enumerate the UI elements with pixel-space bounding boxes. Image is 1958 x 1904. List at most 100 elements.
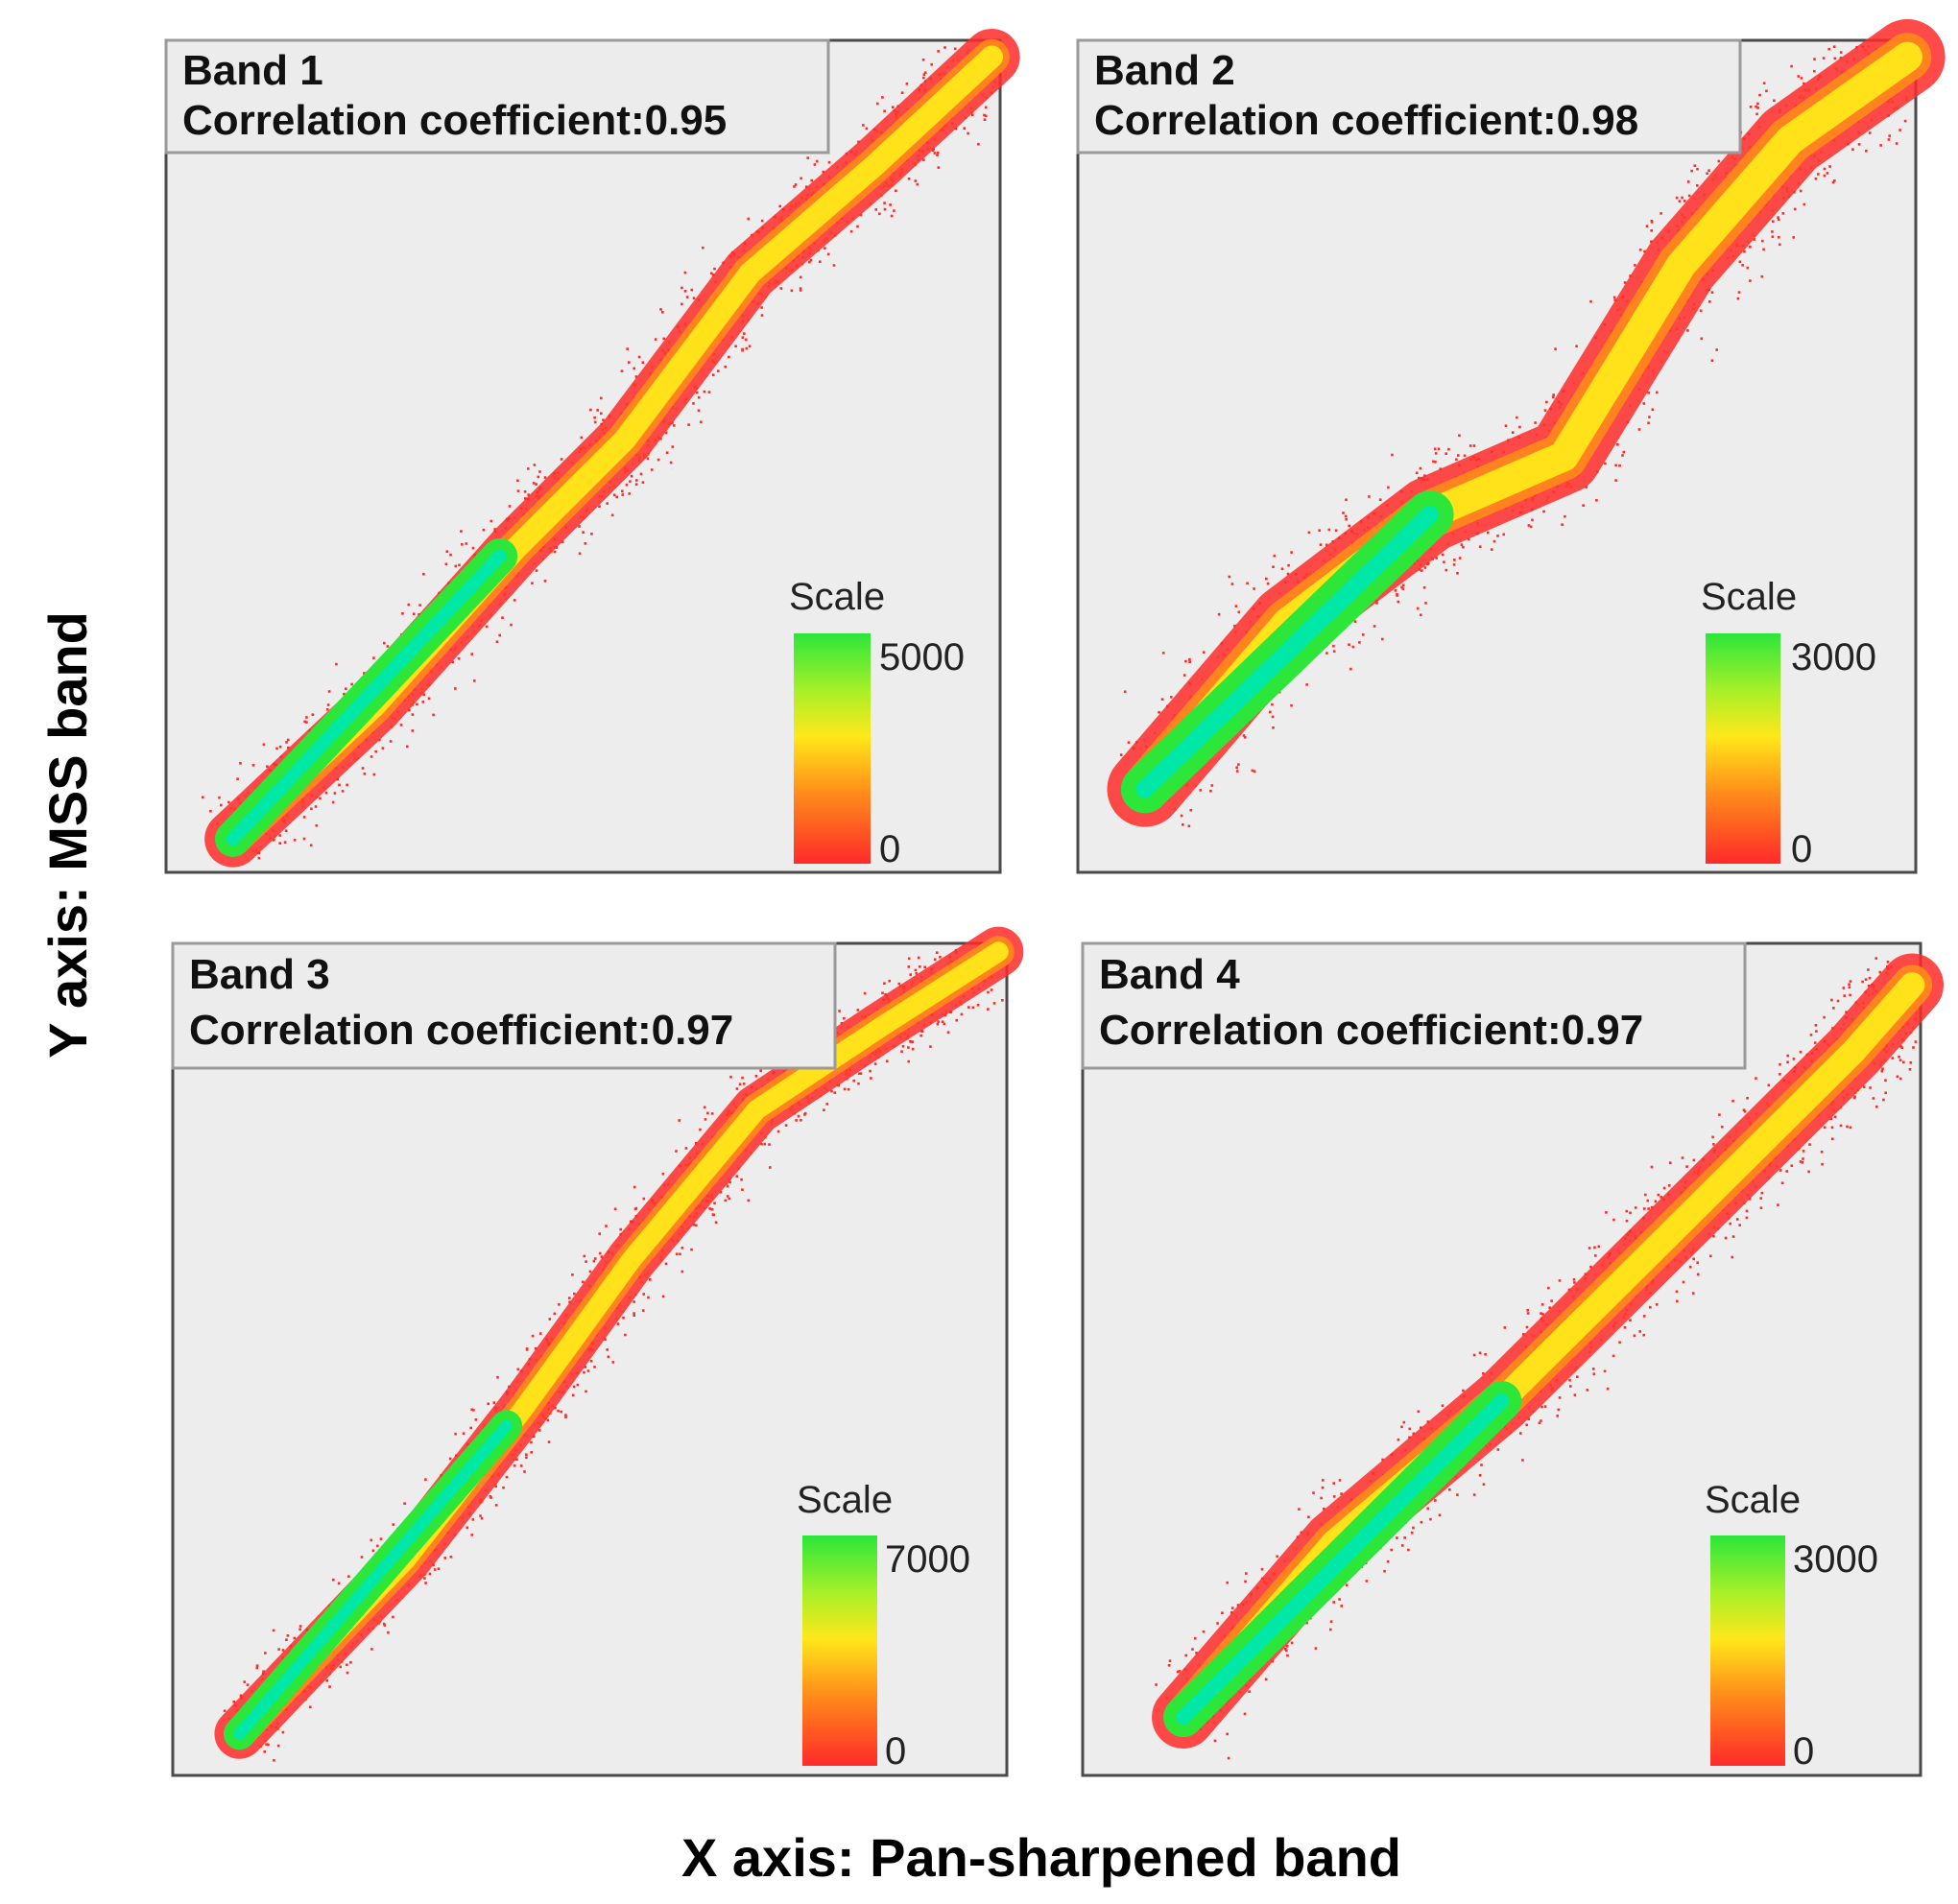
- density-point: [1778, 235, 1780, 239]
- density-point: [585, 1260, 587, 1263]
- density-point: [508, 505, 512, 508]
- panel-title: Band 1: [182, 47, 323, 94]
- density-point: [263, 1750, 266, 1753]
- density-point: [1396, 1536, 1398, 1539]
- density-point: [1285, 1649, 1288, 1653]
- density-point: [589, 1360, 593, 1363]
- density-point: [1842, 987, 1846, 989]
- density-point: [833, 1091, 836, 1094]
- density-point: [305, 721, 308, 724]
- density-point: [1323, 1507, 1325, 1511]
- density-point: [954, 127, 958, 131]
- density-point: [1573, 1393, 1577, 1396]
- density-point: [629, 480, 632, 483]
- density-point: [1340, 1605, 1343, 1607]
- density-point: [525, 1456, 528, 1460]
- density-point: [629, 1220, 633, 1224]
- density-point: [1373, 625, 1376, 628]
- density-point: [1638, 249, 1642, 251]
- density-point: [218, 796, 221, 799]
- density-point: [664, 1262, 668, 1266]
- density-point: [465, 542, 468, 545]
- density-point: [525, 1348, 529, 1351]
- density-point: [418, 604, 421, 607]
- density-point: [891, 106, 895, 108]
- density-point: [1564, 514, 1566, 518]
- density-point: [487, 1402, 490, 1406]
- density-point: [433, 1568, 437, 1571]
- density-point: [661, 1172, 665, 1176]
- density-point: [1448, 1488, 1451, 1491]
- density-point: [202, 796, 204, 799]
- density-point: [1793, 207, 1797, 211]
- density-point: [1432, 460, 1435, 464]
- density-point: [935, 951, 939, 954]
- density-point: [914, 968, 918, 972]
- density-point: [310, 807, 313, 811]
- density-point: [454, 1432, 457, 1436]
- density-point: [832, 264, 836, 267]
- density-point: [449, 1556, 453, 1559]
- density-point: [734, 345, 737, 347]
- density-point: [403, 1502, 406, 1505]
- density-point: [1401, 1544, 1404, 1547]
- density-point: [1401, 583, 1405, 587]
- density-point: [1394, 589, 1397, 592]
- density-point: [309, 844, 313, 847]
- density-point: [1648, 416, 1651, 418]
- density-point: [1484, 1353, 1487, 1356]
- density-point: [1827, 47, 1830, 51]
- density-point: [598, 1232, 601, 1235]
- density-point: [1756, 102, 1759, 106]
- scale-max-label: 7000: [885, 1538, 970, 1581]
- density-point: [1329, 1628, 1332, 1631]
- density-point: [1849, 1126, 1852, 1130]
- density-point: [659, 308, 662, 311]
- density-point: [1280, 567, 1284, 571]
- density-point: [1210, 784, 1214, 787]
- density-point: [285, 1638, 288, 1641]
- density-point: [1833, 1115, 1837, 1119]
- density-point: [1119, 753, 1123, 756]
- density-point: [1823, 174, 1827, 178]
- density-point: [976, 1004, 980, 1007]
- density-point: [883, 202, 886, 204]
- density-point: [1437, 447, 1441, 451]
- density-point: [1221, 1611, 1224, 1614]
- density-point: [1777, 216, 1779, 219]
- density-point: [1545, 400, 1548, 404]
- density-layer: [1107, 19, 1946, 828]
- density-point: [897, 982, 901, 986]
- density-point: [937, 166, 941, 169]
- density-point: [445, 550, 449, 553]
- density-point: [1269, 710, 1272, 714]
- density-point: [1902, 1060, 1905, 1064]
- density-point: [1271, 702, 1274, 706]
- density-point: [1455, 458, 1458, 462]
- density-point: [684, 1147, 688, 1150]
- density-point: [1344, 514, 1348, 518]
- x-axis-label: X axis: Pan-sharpened band: [681, 1827, 1401, 1888]
- density-point: [1797, 75, 1801, 78]
- density-point: [530, 1440, 533, 1444]
- density-point: [907, 1059, 910, 1063]
- panel-band-4: Band 4 Correlation coefficient:0.97 Scal…: [1081, 941, 1945, 1777]
- density-point: [711, 274, 715, 276]
- density-point: [907, 965, 911, 968]
- density-point: [341, 790, 345, 793]
- density-point: [1351, 645, 1355, 649]
- density-point: [543, 580, 547, 583]
- density-point: [605, 1225, 608, 1227]
- density-point: [1749, 246, 1752, 249]
- density-point: [889, 203, 892, 206]
- density-point: [911, 1040, 915, 1043]
- density-point: [489, 1495, 492, 1498]
- density-point: [448, 1457, 452, 1461]
- density-point: [1675, 196, 1679, 200]
- density-point: [1155, 1683, 1158, 1686]
- density-point: [1762, 248, 1765, 251]
- density-point: [411, 713, 415, 716]
- density-point: [1568, 1378, 1571, 1382]
- density-point: [303, 720, 306, 724]
- density-point: [826, 252, 830, 256]
